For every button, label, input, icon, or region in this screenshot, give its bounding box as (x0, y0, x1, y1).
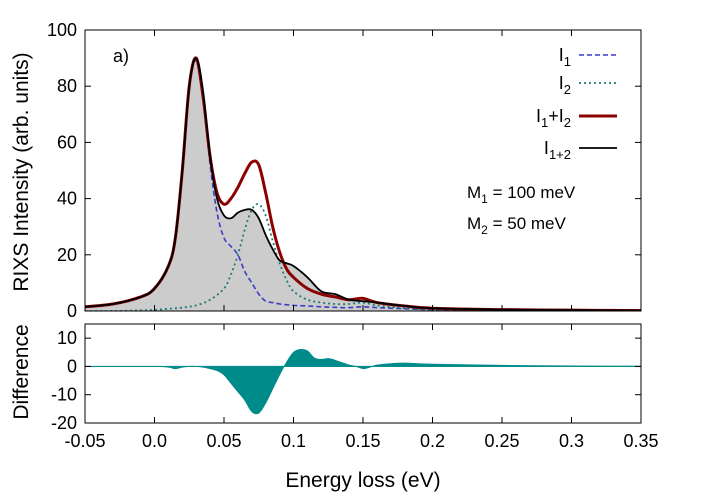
top-y-tick-label: 80 (57, 76, 77, 96)
top-y-tick-label: 20 (57, 245, 77, 265)
bottom-panel-frame (84, 323, 642, 424)
x-tick-label: 0.2 (420, 431, 445, 451)
bottom-y-tick-label: -20 (51, 413, 77, 433)
top-y-tick-label: 60 (57, 132, 77, 152)
top-y-tick-label: 40 (57, 189, 77, 209)
legend-label: I1+2 (544, 138, 571, 162)
series-line-i1-2 (85, 57, 641, 311)
area-i1-2 (85, 58, 641, 311)
x-tick-label: 0.15 (345, 431, 380, 451)
bottom-y-tick-label: -10 (51, 385, 77, 405)
bottom-y-tick-label: 10 (57, 328, 77, 348)
top-plot-area (85, 56, 641, 311)
x-tick-label: 0.1 (281, 431, 306, 451)
legend: I1 I2 I1+I2 I1+2 (536, 45, 617, 162)
legend-label: I1+I2 (536, 106, 571, 130)
x-tick-label: 0.05 (206, 431, 241, 451)
legend-entry-i2: I2 (559, 73, 617, 97)
x-tick-label: 0.3 (559, 431, 584, 451)
parameter-annotation: M1 = 100 meV (467, 183, 576, 206)
bottom-y-tick-label: 0 (67, 356, 77, 376)
legend-entry-i1: I1 (559, 45, 617, 69)
legend-label: I1 (559, 45, 571, 69)
annotations: M1 = 100 meV M2 = 50 meV (467, 183, 576, 237)
panel-label: a) (113, 46, 129, 66)
x-tick-label: 0.0 (142, 431, 167, 451)
x-tick-label: -0.05 (64, 431, 105, 451)
difference-area (85, 348, 641, 415)
parameter-annotation: M2 = 50 meV (467, 214, 566, 237)
bottom-y-axis-title: Difference (10, 324, 33, 419)
x-axis-title: Energy loss (eV) (285, 469, 440, 492)
x-tick-label: 0.35 (623, 431, 658, 451)
top-y-tick-label: 100 (47, 20, 77, 40)
top-y-axis-title: RIXS Intensity (arb. units) (10, 52, 33, 291)
bottom-plot-area (85, 348, 641, 415)
legend-entry-i1-i2: I1+I2 (536, 106, 617, 130)
legend-label: I2 (559, 73, 571, 97)
bottom-panel: -0.05 0.0 0.05 0.1 0.15 0.2 0.25 0.3 0.35 -20 -10 0… (10, 323, 659, 492)
series-line-i1 (85, 59, 641, 311)
top-panel: 0 20 40 60 80 100 a) RIXS Intensity (arb. uni… (10, 20, 642, 321)
top-y-tick-label: 0 (67, 301, 77, 321)
bottom-ticks: -0.05 0.0 0.05 0.1 0.15 0.2 0.25 0.3 0.35 -20 -10 0… (51, 324, 659, 451)
x-tick-label: 0.25 (484, 431, 519, 451)
legend-entry-i1-2: I1+2 (544, 138, 617, 162)
top-ticks: 0 20 40 60 80 100 (47, 20, 642, 321)
